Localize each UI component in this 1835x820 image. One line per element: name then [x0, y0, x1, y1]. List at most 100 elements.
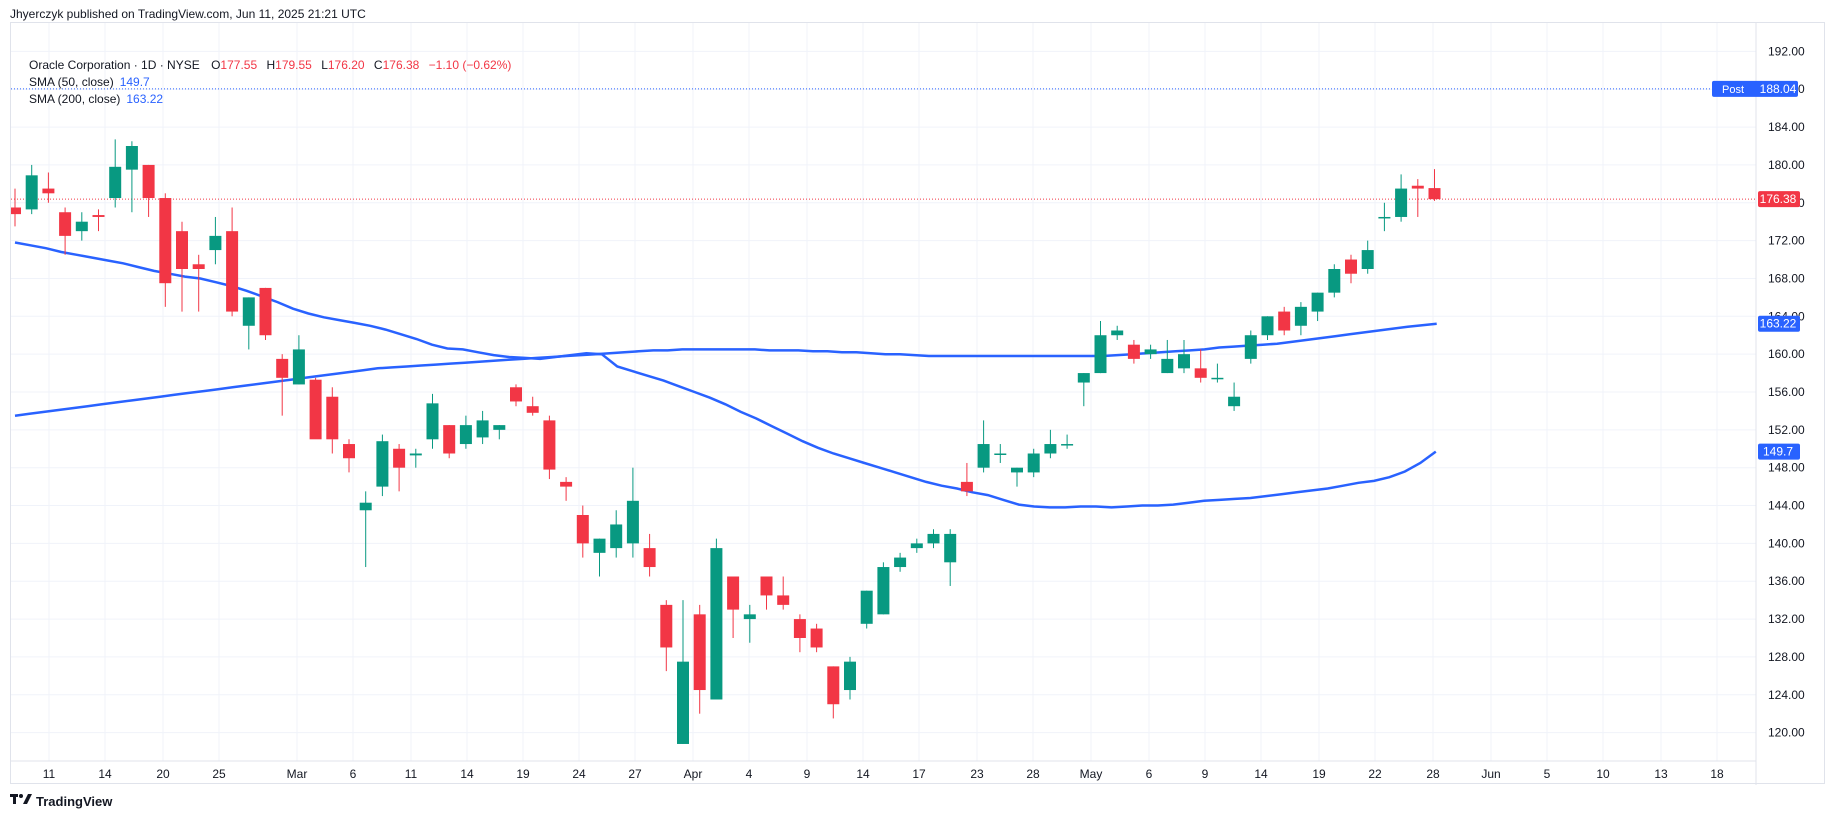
candle-body [1161, 358, 1174, 374]
candle-body [1328, 269, 1341, 293]
low-label: L [321, 58, 328, 72]
open-value: 177.55 [220, 58, 258, 72]
y-tick-label: 136.00 [1768, 574, 1805, 588]
x-tick-label: 17 [912, 767, 926, 781]
candle-body [626, 500, 639, 544]
candle-body [810, 628, 823, 648]
x-tick-label: 25 [212, 767, 226, 781]
x-tick-label: 19 [1312, 767, 1326, 781]
x-tick-label: 13 [1654, 767, 1668, 781]
x-tick-label: 10 [1596, 767, 1610, 781]
candle-body [844, 661, 856, 691]
y-tick-label: 168.00 [1768, 271, 1805, 285]
price-badge [1758, 315, 1800, 332]
high-label: H [266, 58, 276, 72]
x-tick-label: 14 [856, 767, 870, 781]
candle-body [11, 207, 21, 215]
y-tick-label: 192.00 [1768, 44, 1805, 58]
post-price-badge [1712, 80, 1798, 97]
candle-body [760, 576, 773, 596]
candle-body [125, 146, 138, 170]
y-tick-label: 180.00 [1768, 158, 1805, 172]
candle-body [576, 515, 589, 544]
sma50-legend-row[interactable]: SMA (50, close) 149.7 [29, 74, 511, 91]
candle-body [1294, 306, 1307, 326]
tradingview-footer[interactable]: TradingView [10, 794, 112, 809]
sma200-label: SMA (200, close) [29, 92, 121, 106]
candle-body [1144, 349, 1157, 355]
x-tick-label: 19 [516, 767, 530, 781]
candle-body [994, 453, 1007, 455]
sma50-value: 149.7 [119, 75, 150, 89]
candle-body [1361, 250, 1374, 269]
candle-body [309, 379, 322, 440]
price-badge [1758, 443, 1800, 460]
x-tick-label: 28 [1026, 767, 1040, 781]
candle-body [1395, 188, 1408, 217]
x-tick-label: 4 [746, 767, 753, 781]
y-tick-label: 140.00 [1768, 536, 1805, 550]
x-tick-label: 18 [1710, 767, 1724, 781]
x-tick-label: 27 [628, 767, 642, 781]
post-badge-label: Post [1722, 84, 1744, 96]
chart-frame[interactable]: 120.00 124.00 128.00 132.00 136.00 140.00 144.… [10, 22, 1826, 785]
candle-body [326, 396, 339, 440]
candle-body [259, 287, 272, 336]
close-label: C [373, 58, 383, 72]
sma50-line [14, 241, 1437, 509]
candle-body [59, 212, 72, 236]
candle-body [25, 175, 38, 210]
candle-body [443, 425, 456, 454]
y-tick-label: 132.00 [1768, 612, 1805, 626]
candle-body [92, 215, 105, 217]
candle-body [944, 533, 957, 563]
x-tick-label: 9 [1202, 767, 1209, 781]
candle-body [743, 614, 756, 620]
candle-body [1378, 216, 1391, 219]
candlestick-chart[interactable]: 120.00 124.00 128.00 132.00 136.00 140.00 144.… [11, 23, 1826, 785]
candle-body [960, 481, 973, 492]
candle-body [409, 453, 422, 456]
low-value: 176.20 [327, 58, 365, 72]
candle-body [526, 406, 539, 413]
candle-body [710, 548, 723, 700]
candle-body [1111, 330, 1124, 336]
candle-body [343, 444, 355, 459]
x-tick-label: 20 [156, 767, 170, 781]
candle-body [142, 164, 155, 199]
candle-body [593, 538, 606, 553]
symbol-legend-row[interactable]: Oracle Corporation · 1D · NYSE O177.55 H… [29, 57, 511, 74]
candle-body [693, 614, 706, 691]
candle-body [75, 221, 88, 232]
candle-body [242, 297, 255, 326]
candle-body [793, 619, 806, 638]
x-tick-label: Jun [1481, 767, 1500, 781]
price-badge [1758, 191, 1800, 208]
candle-body [977, 444, 990, 468]
candle-body [1178, 354, 1190, 369]
x-tick-label: 24 [572, 767, 586, 781]
x-tick-label: 14 [460, 767, 474, 781]
candle-body [192, 264, 205, 269]
y-tick-label: 148.00 [1768, 461, 1805, 475]
candle-body [1228, 396, 1241, 407]
candle-body [209, 235, 222, 251]
candle-body [459, 425, 472, 445]
candle-body [393, 448, 406, 468]
y-tick-label: 172.00 [1768, 234, 1805, 248]
candle-body [1428, 188, 1441, 200]
candle-body [1411, 185, 1424, 189]
x-tick-label: 14 [98, 767, 112, 781]
sma200-legend-row[interactable]: SMA (200, close) 163.22 [29, 91, 511, 108]
x-tick-label: 11 [405, 767, 418, 781]
price-badge-value: 188.04 [1760, 82, 1797, 96]
x-tick-label: May [1080, 767, 1103, 781]
sma200-value: 163.22 [126, 92, 164, 106]
candle-body [1094, 335, 1107, 374]
candle-body [1244, 335, 1257, 359]
candle-body [292, 349, 305, 385]
open-label: O [211, 58, 221, 72]
candle-body [543, 420, 556, 470]
x-tick-label: 6 [1146, 767, 1153, 781]
candle-body [1027, 453, 1040, 473]
